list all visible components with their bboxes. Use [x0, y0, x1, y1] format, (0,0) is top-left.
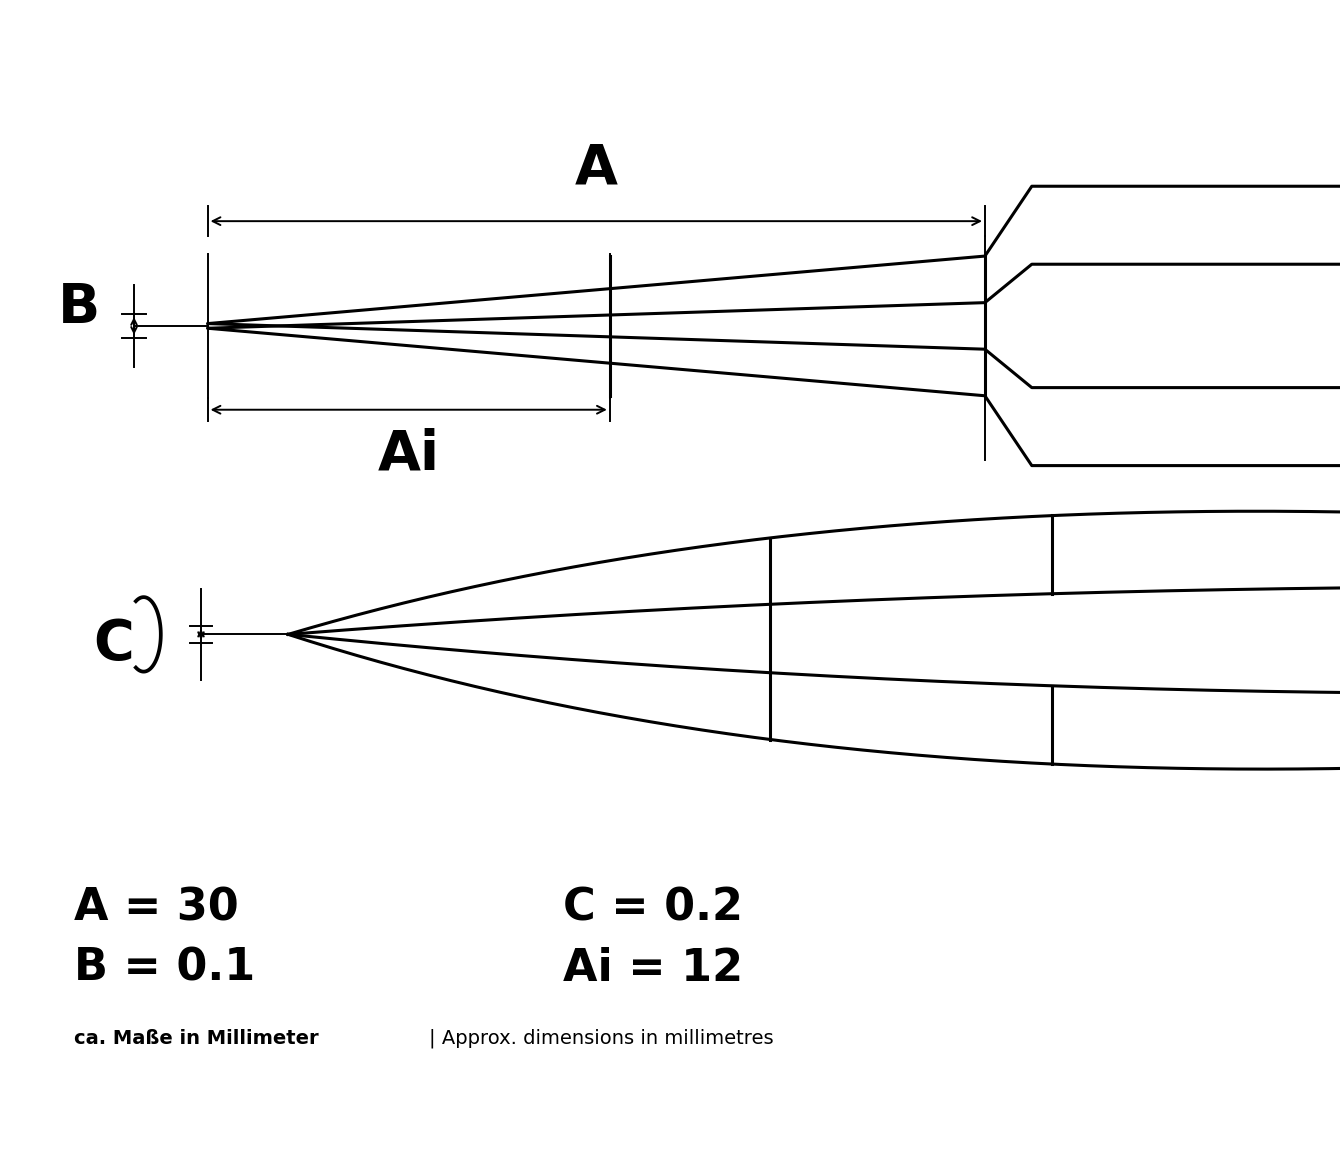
Text: A = 30: A = 30 — [74, 887, 239, 929]
Text: | Approx. dimensions in millimetres: | Approx. dimensions in millimetres — [429, 1029, 773, 1048]
Text: C: C — [94, 617, 134, 670]
Text: ca. Maße in Millimeter: ca. Maße in Millimeter — [74, 1029, 319, 1048]
Text: A: A — [575, 142, 618, 196]
Text: B: B — [58, 282, 100, 335]
Text: B = 0.1: B = 0.1 — [74, 947, 255, 989]
Text: C = 0.2: C = 0.2 — [563, 887, 742, 929]
Text: Ai: Ai — [378, 427, 440, 481]
Text: Ai = 12: Ai = 12 — [563, 947, 742, 989]
